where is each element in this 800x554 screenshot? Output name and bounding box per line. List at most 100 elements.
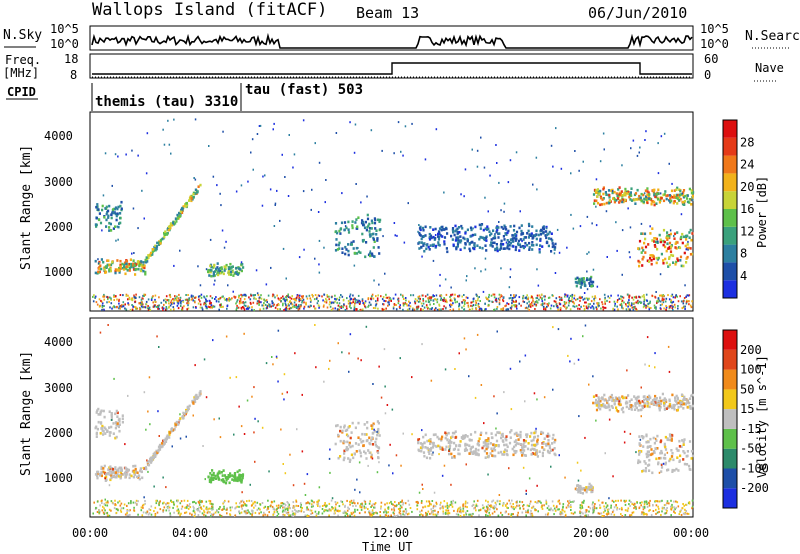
power-cell	[607, 295, 609, 298]
power-cell	[145, 256, 148, 259]
power-cell	[671, 307, 674, 310]
velocity-cell	[339, 429, 342, 433]
velocity-cell	[258, 512, 260, 515]
velocity-cell	[677, 469, 680, 472]
power-cell	[583, 280, 586, 283]
power-cell	[120, 200, 123, 204]
power-cell	[685, 261, 688, 264]
power-cell	[344, 225, 347, 228]
power-cell	[597, 305, 599, 308]
power-cell	[561, 299, 563, 301]
power-cell	[472, 227, 474, 230]
power-cell	[234, 271, 237, 274]
velocity-cell	[113, 475, 116, 479]
power-cell	[627, 190, 630, 194]
velocity-cell	[519, 449, 522, 452]
power-cell	[109, 296, 111, 299]
power-cell	[637, 247, 640, 250]
power-cell	[192, 295, 194, 298]
velocity-cell	[661, 507, 664, 510]
velocity-cell	[682, 458, 685, 461]
velocity-cell	[494, 433, 497, 437]
power-cell	[240, 293, 242, 296]
velocity-cell	[210, 478, 213, 482]
velocity-cell	[680, 445, 683, 448]
power-cell	[542, 302, 544, 305]
power-cell	[538, 294, 541, 297]
power-cell	[595, 189, 598, 192]
power-cell	[586, 215, 589, 218]
power-cell	[279, 298, 281, 301]
velocity-cell	[652, 510, 655, 512]
power-cell	[545, 227, 548, 230]
power-cell	[604, 298, 606, 301]
power-cell	[515, 305, 517, 308]
velocity-cell	[242, 504, 244, 507]
power-cell	[392, 297, 395, 300]
power-cell	[443, 191, 445, 194]
power-cell	[666, 231, 669, 234]
velocity-cell	[545, 442, 548, 446]
power-cell	[575, 305, 578, 308]
cpid-segment-2: tau (fast) 503	[245, 82, 363, 98]
power-cell	[654, 306, 656, 309]
power-cell	[340, 294, 342, 296]
velocity-cell	[635, 506, 637, 509]
power-cell	[385, 300, 387, 303]
power-cell	[628, 299, 630, 302]
power-cell	[284, 176, 286, 178]
velocity-cell	[573, 500, 575, 503]
power-cell	[674, 263, 677, 266]
power-cell	[217, 268, 220, 271]
power-cell	[497, 236, 500, 239]
power-cell	[204, 304, 207, 307]
power-cell	[606, 299, 608, 302]
power-cell	[641, 257, 644, 261]
velocity-cell	[640, 408, 643, 411]
velocity-cell	[214, 477, 218, 480]
power-cell	[686, 194, 689, 197]
power-cell	[506, 246, 509, 250]
power-cell	[315, 297, 318, 300]
power-cell	[418, 224, 420, 226]
velocity-cell	[617, 499, 619, 502]
power-cell	[492, 229, 495, 232]
velocity-cell	[359, 506, 362, 509]
power-cell	[687, 248, 689, 251]
power-cell	[248, 296, 250, 299]
power-cell	[379, 228, 382, 231]
power-cell	[405, 299, 407, 302]
velocity-cell	[326, 504, 328, 507]
power-cell	[374, 227, 377, 230]
power-cell	[369, 227, 372, 230]
velocity-cell	[183, 499, 186, 502]
velocity-cell	[365, 457, 368, 460]
power-cell	[691, 198, 694, 202]
velocity-cell	[448, 505, 450, 508]
velocity-cell	[162, 502, 164, 505]
velocity-cell	[209, 500, 212, 503]
velocity-cell	[613, 402, 616, 405]
power-cell	[601, 301, 603, 304]
velocity-cell	[656, 434, 659, 438]
power-cell	[669, 232, 672, 236]
velocity-cell	[118, 417, 121, 421]
power-cell	[310, 304, 312, 307]
power-cell	[219, 305, 222, 308]
power-cell	[157, 241, 160, 245]
power-cell	[534, 234, 537, 238]
power-cell	[347, 249, 350, 253]
power-ytick-1000: 1000	[44, 265, 73, 279]
velocity-cell	[663, 453, 666, 457]
velocity-cell	[185, 410, 188, 413]
velocity-cell	[377, 421, 380, 425]
power-cell	[539, 233, 542, 236]
velocity-cell	[292, 512, 294, 515]
power-cell	[399, 304, 401, 307]
power-cell	[263, 298, 266, 301]
power-cell	[339, 232, 342, 235]
power-cell	[425, 244, 428, 247]
velocity-cell	[127, 468, 130, 472]
power-cell	[105, 218, 108, 222]
velocity-cell	[628, 404, 632, 407]
